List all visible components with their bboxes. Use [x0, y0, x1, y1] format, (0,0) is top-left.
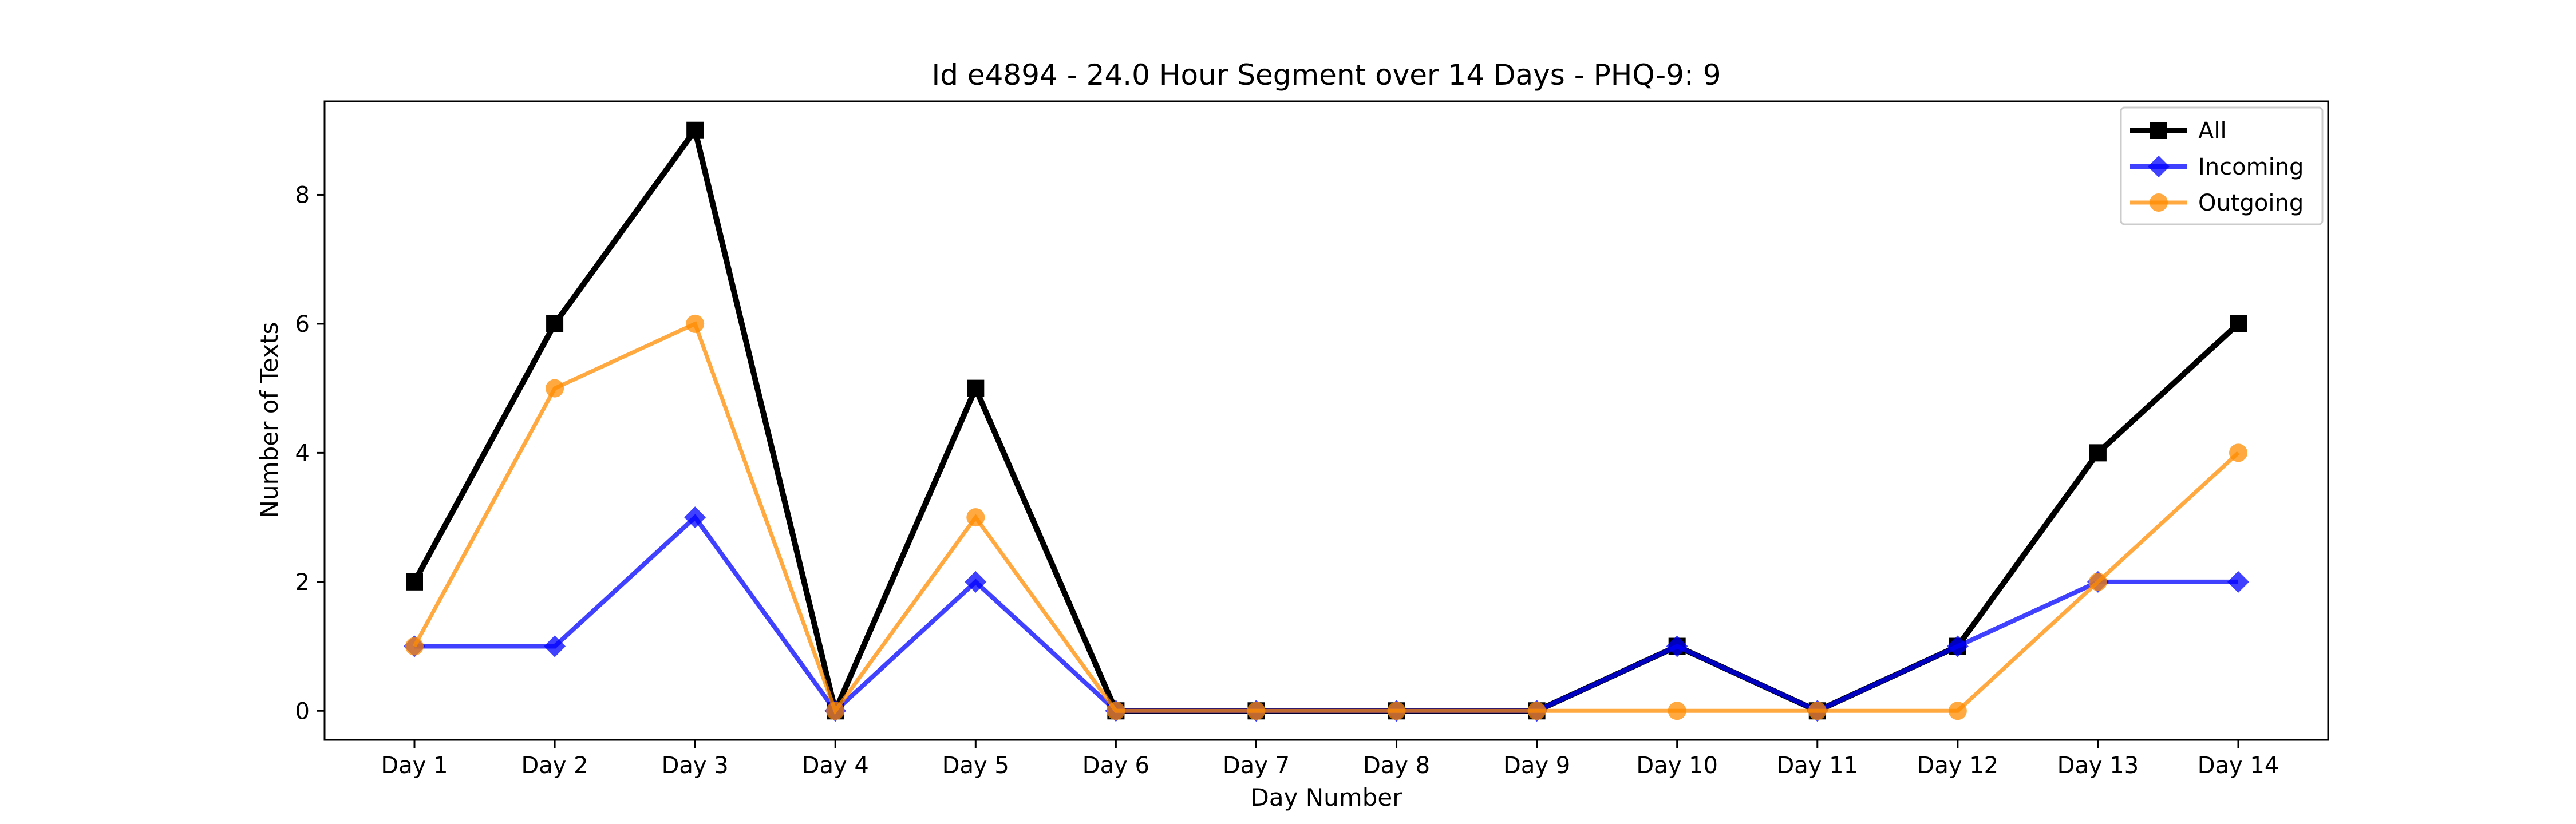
marker-diamond: [1946, 635, 1969, 657]
marker-circle: [1387, 702, 1406, 720]
x-tick-label: Day 11: [1776, 752, 1858, 779]
x-tick-label: Day 1: [381, 752, 448, 779]
marker-square: [2150, 122, 2167, 139]
marker-diamond: [965, 571, 987, 593]
marker-circle: [546, 379, 564, 398]
series-line: [412, 124, 2241, 720]
marker-circle: [1948, 702, 1967, 720]
x-tick-label: Day 4: [802, 752, 869, 779]
marker-circle: [1668, 702, 1686, 720]
series-line: [412, 321, 2240, 715]
marker-diamond: [2227, 571, 2249, 593]
plot-frame: [323, 100, 2329, 741]
series-outgoing: [405, 314, 2247, 720]
legend: All Incoming Outgoing: [2120, 106, 2324, 225]
x-tick-label: Day 10: [1636, 752, 1718, 779]
marker-square: [546, 315, 564, 332]
series-all: [406, 121, 2247, 720]
x-tick-label: Day 2: [521, 752, 588, 779]
marker-diamond: [544, 635, 566, 657]
marker-circle: [2229, 443, 2247, 462]
marker-circle: [1527, 702, 1546, 720]
legend-label: All: [2198, 118, 2227, 144]
marker-circle: [1247, 702, 1266, 720]
marker-square: [406, 573, 423, 591]
series-incoming: [404, 506, 2249, 722]
marker-circle: [1808, 702, 1827, 720]
marker-square: [2230, 315, 2247, 332]
marker-square: [686, 121, 704, 139]
x-tick-label: Day 9: [1503, 752, 1570, 779]
plot-area: Day 1 Day 2 Day 3 Day 4 Day 5 Day 6 Day 7 Day 8…: [295, 121, 2279, 779]
x-axis-label: Day Number: [1250, 783, 1402, 811]
x-tick-label: Day 13: [2057, 752, 2139, 779]
x-tick-label: Day 12: [1917, 752, 1999, 779]
x-tick-label: Day 3: [662, 752, 729, 779]
x-tick-label: Day 7: [1223, 752, 1290, 779]
x-tick-label: Day 8: [1363, 752, 1430, 779]
y-tick-label: 4: [295, 440, 310, 466]
legend-label: Outgoing: [2198, 190, 2304, 216]
legend-label: Incoming: [2198, 154, 2304, 180]
marker-circle: [2088, 572, 2107, 591]
marker-square: [2089, 444, 2107, 462]
y-tick-label: 2: [295, 569, 310, 596]
marker-circle: [405, 637, 424, 656]
x-tick-label: Day 14: [2198, 752, 2279, 779]
y-tick-label: 6: [295, 311, 310, 338]
marker-diamond: [684, 506, 706, 529]
marker-circle: [1107, 702, 1125, 720]
marker-diamond: [1666, 635, 1688, 657]
marker-circle: [966, 508, 985, 527]
marker-circle: [686, 314, 705, 333]
marker-circle: [2150, 193, 2168, 212]
marker-diamond: [2148, 156, 2170, 177]
series-line: [414, 514, 2238, 715]
x-tick-label: Day 5: [942, 752, 1009, 779]
y-axis-label: Number of Texts: [255, 322, 283, 518]
y-tick-label: 0: [295, 698, 310, 724]
marker-square: [967, 379, 985, 397]
legend-box: [2120, 106, 2324, 225]
x-tick-label: Day 6: [1082, 752, 1149, 779]
y-tick-label: 8: [295, 182, 310, 208]
marker-circle: [826, 702, 845, 720]
chart-title: Id e4894 - 24.0 Hour Segment over 14 Day…: [931, 58, 1721, 92]
